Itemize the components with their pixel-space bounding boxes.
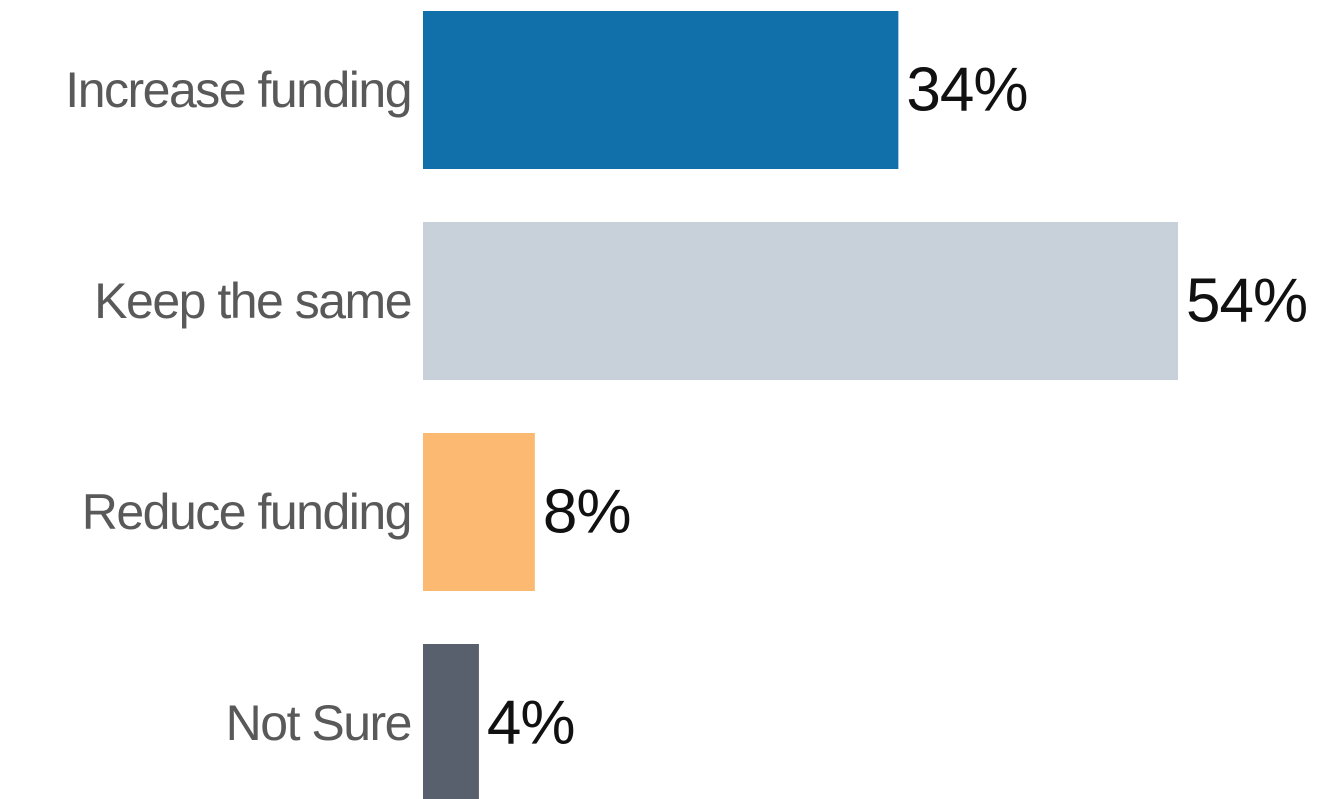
value-label: 4% (487, 689, 575, 758)
bar (423, 433, 535, 591)
bar (423, 644, 479, 799)
category-label: Increase funding (65, 62, 411, 118)
category-label: Keep the same (94, 273, 411, 329)
category-label: Not Sure (226, 695, 411, 751)
value-label: 54% (1186, 267, 1307, 336)
bar (423, 222, 1178, 380)
value-label: 8% (543, 478, 631, 547)
bar (423, 11, 899, 169)
value-label: 34% (906, 56, 1027, 125)
category-label: Reduce funding (82, 484, 411, 540)
